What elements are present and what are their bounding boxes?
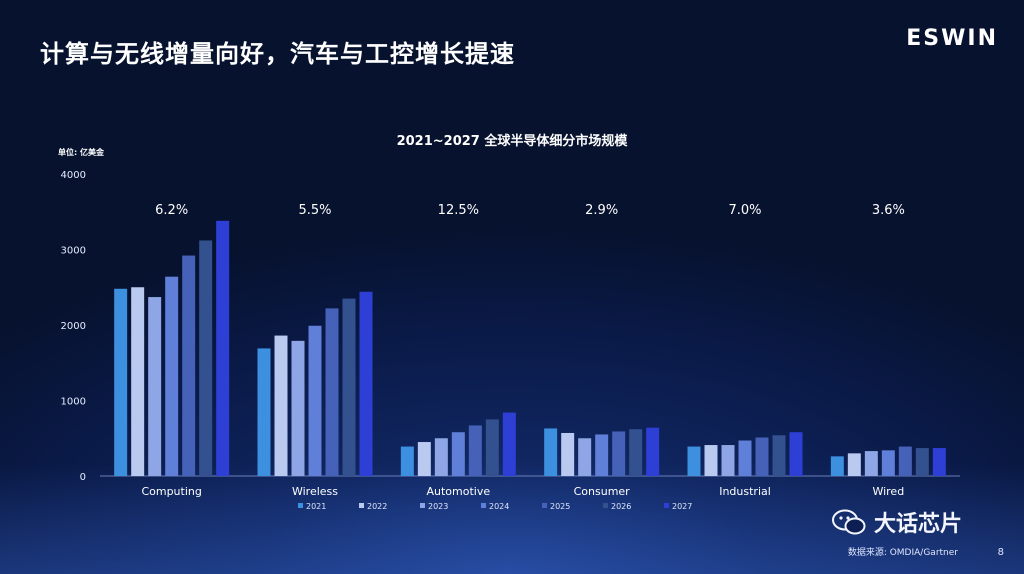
bar-automotive-2027 xyxy=(502,412,516,476)
legend-swatch-2026 xyxy=(603,503,608,508)
bar-wired-2023 xyxy=(864,451,878,476)
bar-automotive-2023 xyxy=(434,438,448,476)
bar-industrial-2026 xyxy=(772,435,786,476)
bar-wired-2022 xyxy=(847,453,861,476)
growth-label: 12.5% xyxy=(438,203,479,218)
growth-label: 7.0% xyxy=(728,203,761,218)
bar-computing-2027 xyxy=(216,220,230,476)
bar-consumer-2021 xyxy=(544,428,558,476)
legend-label: 2021 xyxy=(306,502,326,511)
y-tick-label: 3000 xyxy=(61,246,86,257)
bar-wireless-2027 xyxy=(359,291,373,476)
x-tick-label: Wireless xyxy=(292,485,338,498)
bar-industrial-2021 xyxy=(687,446,701,476)
legend-label: 2022 xyxy=(367,502,387,511)
legend-label: 2023 xyxy=(428,502,448,511)
bar-consumer-2026 xyxy=(629,429,643,476)
bar-wired-2025 xyxy=(898,446,912,476)
legend-swatch-2027 xyxy=(664,503,669,508)
slide-title: 计算与无线增量向好，汽车与工控增长提速 xyxy=(40,40,515,68)
bar-wired-2027 xyxy=(932,448,946,476)
bar-industrial-2025 xyxy=(755,437,769,476)
bar-automotive-2022 xyxy=(417,442,431,476)
bar-wired-2021 xyxy=(830,456,844,476)
legend-label: 2025 xyxy=(550,502,570,511)
growth-label: 2.9% xyxy=(585,203,618,218)
x-tick-label: Computing xyxy=(141,485,201,498)
y-tick-label: 1000 xyxy=(61,397,86,408)
bar-industrial-2023 xyxy=(721,445,735,476)
bar-wireless-2024 xyxy=(308,325,322,476)
bar-wireless-2022 xyxy=(274,335,288,476)
bar-consumer-2024 xyxy=(595,434,609,476)
legend-label: 2026 xyxy=(611,502,631,511)
bar-industrial-2024 xyxy=(738,440,752,476)
bar-wireless-2021 xyxy=(257,348,271,476)
legend-label: 2024 xyxy=(489,502,509,511)
legend-swatch-2023 xyxy=(420,503,425,508)
bar-computing-2021 xyxy=(114,288,128,476)
watermark-text: 大话芯片 xyxy=(873,512,962,537)
legend-swatch-2021 xyxy=(298,503,303,508)
bar-wireless-2025 xyxy=(325,308,339,476)
bar-consumer-2025 xyxy=(612,431,626,476)
legend-swatch-2024 xyxy=(481,503,486,508)
legend-swatch-2022 xyxy=(359,503,364,508)
bar-wireless-2026 xyxy=(342,298,356,476)
y-tick-label: 0 xyxy=(80,472,86,483)
x-tick-label: Wired xyxy=(872,485,904,498)
bar-automotive-2025 xyxy=(468,425,482,476)
bar-consumer-2022 xyxy=(561,432,575,476)
x-tick-label: Industrial xyxy=(719,485,771,498)
bar-computing-2024 xyxy=(165,276,179,476)
bar-automotive-2024 xyxy=(451,432,465,476)
chart-title: 2021~2027 全球半导体细分市场规模 xyxy=(397,133,629,149)
bar-computing-2026 xyxy=(199,240,213,476)
y-tick-label: 4000 xyxy=(61,170,86,181)
bar-industrial-2022 xyxy=(704,445,718,476)
bar-wireless-2023 xyxy=(291,340,305,476)
company-logo: ESWIN xyxy=(906,26,998,51)
watermark: 大话芯片 xyxy=(831,506,962,538)
bar-computing-2022 xyxy=(131,287,145,476)
y-tick-label: 2000 xyxy=(61,321,86,332)
bar-wired-2024 xyxy=(881,450,895,476)
wechat-icon xyxy=(831,509,866,535)
bar-computing-2025 xyxy=(182,255,196,476)
data-source: 数据来源: OMDIA/Gartner xyxy=(847,548,958,558)
bar-industrial-2027 xyxy=(789,432,803,476)
legend-label: 2027 xyxy=(672,502,692,511)
x-tick-label: Consumer xyxy=(574,485,631,498)
growth-label: 5.5% xyxy=(298,203,331,218)
bar-automotive-2021 xyxy=(400,446,414,476)
bar-computing-2023 xyxy=(148,297,162,476)
legend-swatch-2025 xyxy=(542,503,547,508)
bar-consumer-2027 xyxy=(646,427,660,476)
unit-label: 单位: 亿美金 xyxy=(58,147,105,157)
bar-wired-2026 xyxy=(915,448,929,476)
growth-label: 3.6% xyxy=(872,203,905,218)
page-number: 8 xyxy=(997,547,1004,558)
x-tick-label: Automotive xyxy=(427,485,491,498)
bar-consumer-2023 xyxy=(578,438,592,476)
growth-label: 6.2% xyxy=(155,203,188,218)
bar-automotive-2026 xyxy=(485,419,499,476)
